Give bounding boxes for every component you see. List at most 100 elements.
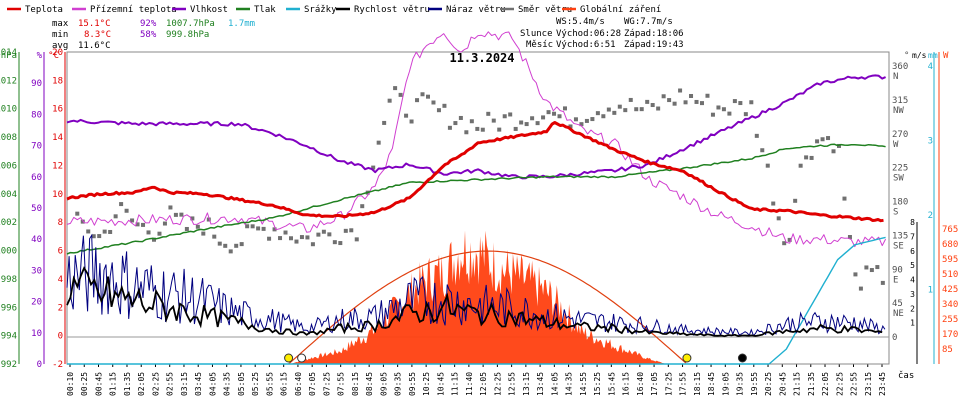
wind-direction-point	[387, 98, 392, 103]
wind-direction-point	[595, 111, 600, 116]
wind-direction-point	[305, 235, 310, 240]
wind-direction-point	[875, 265, 880, 270]
wind-direction-point	[716, 105, 721, 110]
wind-direction-point	[541, 115, 546, 120]
wind-direction-point	[338, 241, 343, 246]
axis-tick-hpa: 998	[1, 275, 17, 285]
wind-direction-point	[316, 232, 321, 237]
wind-direction-point	[705, 93, 710, 98]
stats-block: max 15.1°C 92% 1007.7hPa 1.7mm min 8.3°C…	[52, 19, 255, 51]
axis-tick-hpa: 992	[1, 360, 17, 370]
stats-max-press: 1007.7hPa	[166, 19, 215, 29]
wind-direction-point	[847, 235, 852, 240]
x-tick-label: 12:25	[493, 372, 502, 396]
wind-direction-point	[519, 120, 524, 125]
wind-direction-point	[371, 165, 376, 170]
wind-direction-point	[332, 240, 337, 245]
axis-tick-dir: 315	[892, 96, 908, 106]
axis-tick-wm2: 170	[942, 330, 958, 340]
wind-direction-point	[628, 97, 633, 102]
axis-tick-ms: 7	[910, 232, 915, 241]
x-tick-label: 19:55	[750, 372, 759, 396]
axis-tick-dir-cardinal: NE	[893, 309, 904, 319]
x-tick-label: 19:05	[721, 372, 730, 396]
marker-sunset	[682, 353, 692, 363]
axis-tick-pct: 10	[31, 329, 42, 339]
axis-tick-ms: 1	[910, 319, 915, 328]
wind-direction-point	[639, 107, 644, 112]
wind-direction-point	[376, 140, 381, 145]
wind-direction-point	[573, 117, 578, 122]
wind-direction-point	[524, 122, 529, 127]
axis-tick-dir-cardinal: N	[893, 72, 898, 82]
axis-unit-hpa: hPa	[1, 51, 17, 61]
wind-direction-point	[623, 108, 628, 113]
axis-tick-pct: 40	[31, 235, 42, 245]
wind-direction-point	[245, 224, 250, 229]
x-tick-label: 05:05	[237, 372, 246, 396]
stats-max-label: max	[52, 19, 69, 29]
wind-direction-point	[442, 103, 447, 108]
wind-direction-point	[804, 155, 809, 160]
series-humidity	[66, 74, 887, 180]
axis-tick-temp: 12	[52, 161, 63, 171]
wind-direction-point	[864, 265, 869, 270]
axis-tick-pct: 30	[31, 266, 42, 276]
legend-item: Směr větru	[518, 5, 572, 15]
wind-direction-point	[508, 112, 513, 117]
axis-tick-ms: 6	[910, 247, 915, 256]
info-sun-set: Západ:18:06	[624, 29, 684, 39]
x-tick-label: 07:55	[337, 372, 346, 396]
x-tick-label: 00:10	[66, 372, 75, 396]
plot-area	[66, 31, 890, 365]
legend-item: Globální záření	[580, 5, 661, 15]
wind-direction-point	[694, 99, 699, 104]
x-tick-label: 01:35	[123, 372, 132, 396]
series-global-radiation	[289, 230, 667, 364]
wind-direction-point	[223, 243, 228, 248]
x-tick-label: 10:45	[436, 372, 445, 396]
axis-tick-wm2: 425	[942, 285, 958, 295]
wind-direction-point	[288, 236, 293, 241]
wind-direction-point	[721, 107, 726, 112]
info-block: WS:5.4m/s WG:7.7m/s Slunce Východ:06:28 …	[520, 17, 684, 50]
wind-direction-point	[464, 130, 469, 135]
wind-direction-point	[256, 226, 261, 231]
wind-direction-point	[562, 106, 567, 111]
stats-min-hum: 58%	[140, 30, 157, 40]
axis-tick-dir: 45	[892, 299, 903, 309]
axis-tick-ms: 3	[910, 290, 915, 299]
wind-direction-point	[415, 98, 420, 103]
x-tick-label: 22:25	[835, 372, 844, 396]
axis-tick-dir: 0	[892, 333, 897, 343]
legend-item: Srážky	[304, 5, 337, 15]
wind-direction-point	[727, 111, 732, 116]
marker-sunrise	[284, 353, 294, 363]
axis-tick-temp: 18	[52, 76, 63, 86]
wind-direction-point	[267, 236, 272, 241]
x-tick-label: 22:55	[850, 372, 859, 396]
wind-direction-point	[179, 212, 184, 217]
wind-direction-point	[447, 125, 452, 130]
x-tick-label: 07:05	[308, 372, 317, 396]
wind-direction-point	[475, 126, 480, 131]
x-tick-label: 06:15	[280, 372, 289, 396]
axis-tick-wm2: 680	[942, 240, 958, 250]
stats-max-rain: 1.7mm	[228, 19, 255, 29]
stats-min-label: min	[52, 30, 68, 40]
axis-tick-temp: 20	[52, 48, 63, 58]
axis-tick-temp: 2	[58, 303, 63, 313]
wind-direction-point	[760, 148, 765, 153]
axis-tick-hpa: 1008	[0, 133, 17, 143]
wind-direction-point	[272, 227, 277, 232]
wind-direction-point	[546, 110, 551, 115]
series-temperature	[66, 121, 884, 223]
wind-direction-point	[776, 216, 781, 221]
wind-direction-point	[584, 118, 589, 123]
wind-direction-point	[425, 94, 430, 99]
wind-direction-point	[869, 268, 874, 273]
wind-direction-point	[458, 115, 463, 120]
x-tick-label: 09:05	[379, 372, 388, 396]
